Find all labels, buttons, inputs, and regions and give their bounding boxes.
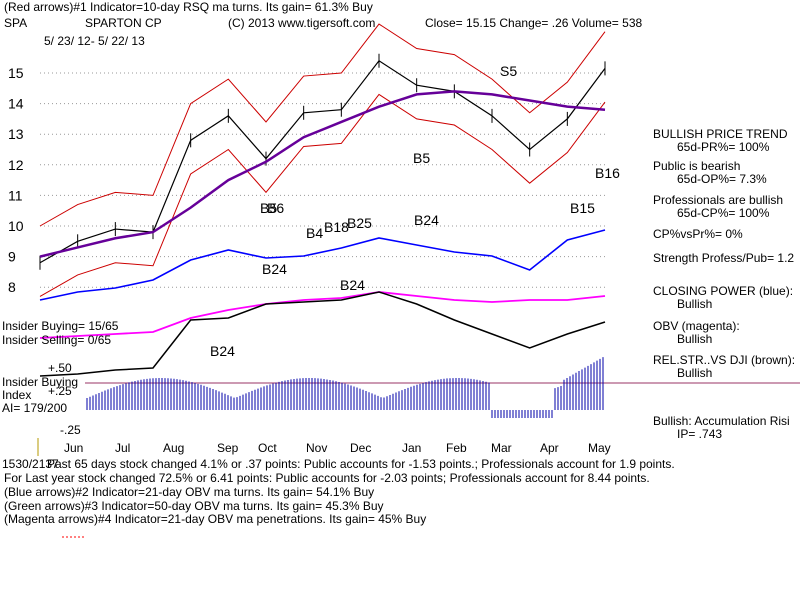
ai-tick-label: +.50 [48,361,72,375]
signal-label: B16 [595,165,620,181]
copyright: (C) 2013 www.tigersoft.com [228,16,375,30]
month-label: Dec [350,441,371,455]
month-label: May [588,441,611,455]
close-change-volume: Close= 15.15 Change= .26 Volume= 538 [425,16,642,30]
rel-strength-line [39,291,606,377]
header-line1: (Red arrows)#1 Indicator=10-day RSQ ma t… [4,0,373,14]
panel-title: BULLISH PRICE TREND [653,127,788,141]
panel-title: Professionals are bullish [653,193,783,207]
month-label: Oct [258,441,277,455]
price-tick-label: 9 [8,249,16,265]
panel-value: 65d-CP%= 100% [677,206,770,220]
ticker: SPA [4,16,27,30]
panel-title: Public is bearish [653,159,740,173]
signal-label: B15 [570,200,595,216]
month-label: Jun [64,441,83,455]
month-label: Sep [217,441,239,455]
month-label: Aug [163,441,184,455]
footer-line5: (Magenta arrows)#4 Indicator=21-day OBV … [4,512,426,526]
signal-label: B24 [340,277,365,293]
panel-value: Bullish [677,366,712,380]
footer-line1: Past 65 days stock changed 4.1% or .37 p… [47,457,675,471]
panel-title: CP%vsPr%= 0% [653,227,743,241]
insider-selling: Insider Selling= 0/65 [2,333,111,347]
month-label: Feb [446,441,467,455]
panel-value: IP= .743 [677,427,722,441]
ma-line [39,90,606,258]
signal-label: B5 [413,150,430,166]
month-label: Nov [306,441,327,455]
month-label: Apr [540,441,559,455]
ai-index-label: Index [2,388,31,402]
month-label: Jul [115,441,130,455]
upper-band [39,23,606,227]
price-tick-label: 10 [8,218,24,234]
signal-label: B5 [260,200,277,216]
panel-title: CLOSING POWER (blue): [653,284,793,298]
panel-title: OBV (magenta): [653,319,740,333]
lower-band [39,93,606,297]
closing-power-line [39,229,606,301]
price-tick-label: 14 [8,96,24,112]
price-tick-label: 11 [8,187,23,203]
signal-label: B24 [210,343,235,359]
month-axis: Jun Jul Aug Sep Oct Nov Dec Jan Feb Mar Apr May [37,438,611,456]
panel-title: Bullish: Accumulation Risi [653,414,790,428]
signal-label: B24 [414,212,439,228]
panel-title: REL.STR..VS DJI (brown): [653,353,795,367]
obv-line [39,291,606,339]
signal-label: B18 [324,219,349,235]
signal-label: B6 [267,200,284,216]
panel-value: 65d-PR%= 100% [677,140,770,154]
signal-label: B4 [306,225,323,241]
price-axis: 8 9 10 11 12 13 14 15 [8,65,605,295]
ai-value: AI= 179/200 [2,401,67,415]
footer-line2: For Last year stock changed 72.5% or 6.4… [4,471,650,485]
price-tick-label: 12 [8,157,24,173]
panel-title: Strength Profess/Pub= 1.2 [653,251,794,265]
insider-buying-2: Insider Buying [2,375,78,389]
ai-tick-label: -.25 [60,423,81,437]
date-range: 5/ 23/ 12- 5/ 22/ 13 [44,34,145,48]
footer-line3: (Blue arrows)#2 Indicator=21-day OBV ma … [4,485,374,499]
company-name: SPARTON CP [85,16,162,30]
panel-value: Bullish [677,297,712,311]
footer-overlap: 1530/2137 [2,457,59,471]
price-tick-label: 8 [8,279,16,295]
month-label: Mar [491,441,512,455]
panel-value: 65d-OP%= 7.3% [677,172,767,186]
signal-label: S5 [500,63,517,79]
price-tick-label: 13 [8,126,24,142]
ai-tick-label: +.25 [48,384,72,398]
price-tick-label: 15 [8,65,24,81]
price-line [39,59,606,264]
panel-value: Bullish [677,332,712,346]
month-label: Jan [402,441,421,455]
insider-buying: Insider Buying= 15/65 [2,319,119,333]
signal-label: B25 [347,215,372,231]
signal-label: B24 [262,261,287,277]
footer-line4: (Green arrows)#3 Indicator=50-day OBV ma… [4,499,384,513]
